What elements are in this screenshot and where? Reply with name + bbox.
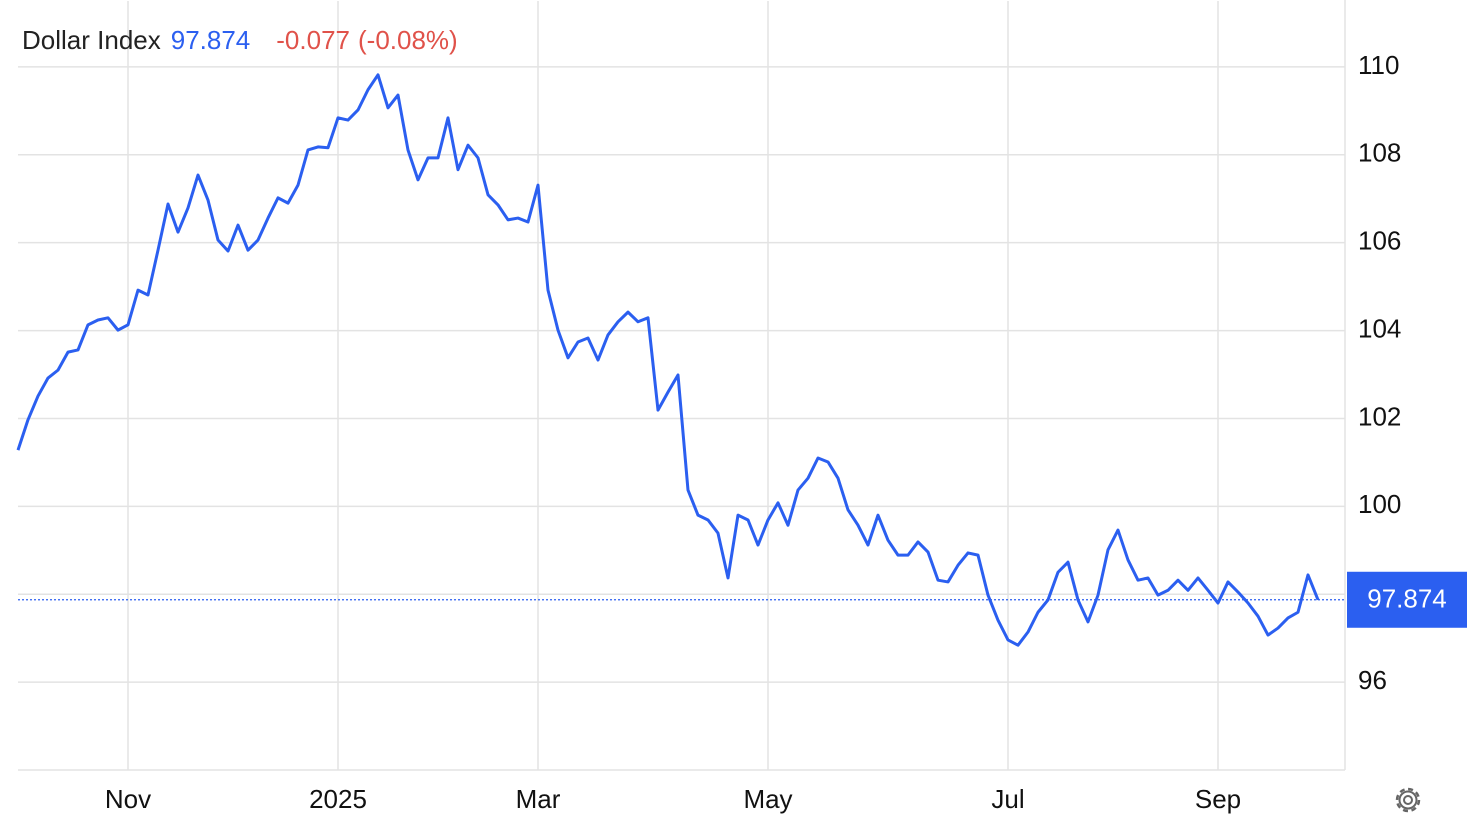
x-tick-label: 2025 <box>309 784 367 814</box>
y-tick-label: 110 <box>1358 50 1399 80</box>
settings-icon[interactable] <box>1395 787 1421 813</box>
y-tick-label: 100 <box>1358 489 1401 519</box>
x-tick-label: Nov <box>105 784 151 814</box>
chart-title: Dollar Index <box>22 25 161 55</box>
x-tick-label: Jul <box>991 784 1024 814</box>
last-value: 97.874 <box>171 25 251 55</box>
x-tick-label: May <box>743 784 792 814</box>
price-line <box>16 73 1320 647</box>
y-tick-label: 106 <box>1358 226 1401 256</box>
header: Dollar Index 97.874 -0.077 (-0.08%) <box>22 25 458 55</box>
last-value-badge <box>1347 571 1467 628</box>
y-tick-label: 96 <box>1358 665 1387 695</box>
x-tick-label: Mar <box>516 784 561 814</box>
y-tick-label: 102 <box>1358 401 1401 431</box>
change: -0.077 <box>276 25 350 55</box>
y-tick-label: 108 <box>1358 138 1401 168</box>
change-percent: (-0.08%) <box>358 25 458 55</box>
grid <box>18 1 1345 770</box>
y-tick-label: 104 <box>1358 313 1401 343</box>
last-value-label: 97.874 <box>1367 584 1447 614</box>
x-tick-label: Sep <box>1195 784 1241 814</box>
